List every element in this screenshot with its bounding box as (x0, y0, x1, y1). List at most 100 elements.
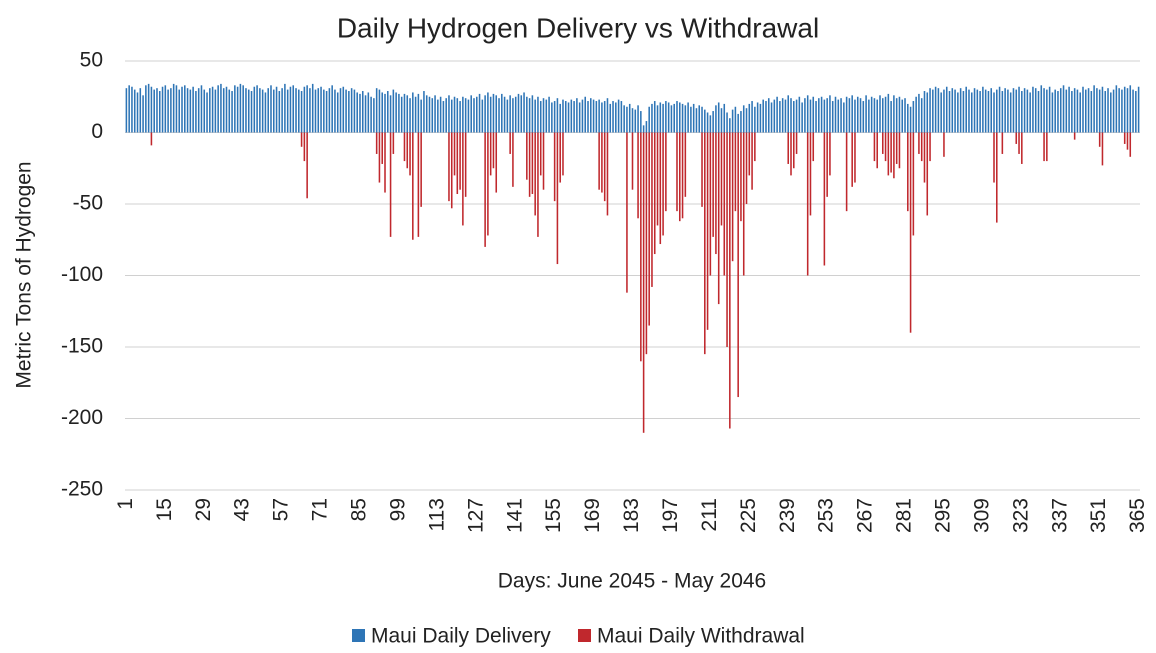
bar (965, 86, 967, 133)
bar (481, 99, 484, 133)
bar (940, 92, 942, 133)
bar (464, 132, 467, 197)
bar (514, 96, 517, 133)
bar (261, 89, 264, 133)
bar (929, 88, 931, 133)
bar (640, 111, 642, 133)
bar (642, 132, 645, 433)
bar (353, 89, 356, 133)
chart-title: Daily Hydrogen Delivery vs Withdrawal (337, 12, 819, 43)
bar (815, 101, 817, 133)
bar (581, 99, 584, 133)
bar (1110, 92, 1112, 133)
bar (823, 132, 826, 266)
bar (662, 103, 664, 133)
bar (742, 105, 745, 133)
bar (409, 98, 411, 133)
bar (150, 86, 153, 133)
bar (133, 89, 136, 133)
bar (231, 91, 233, 133)
bar (431, 98, 434, 133)
bar (823, 99, 826, 133)
bar (242, 85, 244, 133)
bar (412, 92, 414, 133)
bar (606, 98, 609, 133)
bar (539, 132, 542, 176)
bar (656, 105, 659, 133)
bar (893, 95, 895, 133)
bar (993, 92, 995, 133)
bar (954, 89, 956, 133)
bar (709, 132, 712, 276)
bar (222, 88, 225, 133)
bar (1043, 132, 1045, 162)
bar (348, 91, 350, 133)
bar (531, 95, 534, 133)
bar (392, 132, 395, 154)
bar (395, 92, 397, 133)
x-tick-label: 99 (386, 498, 409, 521)
bar (462, 96, 464, 133)
bar (898, 132, 901, 169)
bar (884, 132, 887, 162)
bar (790, 132, 792, 176)
bar (539, 101, 542, 133)
bar (1048, 86, 1051, 133)
bar (495, 132, 498, 193)
bar (912, 132, 915, 236)
bar (512, 98, 514, 133)
bar (172, 83, 175, 133)
bar (1101, 86, 1104, 133)
bar (161, 86, 164, 133)
bar (634, 109, 637, 133)
bar (1012, 88, 1015, 133)
bar (787, 132, 790, 164)
bar (559, 103, 561, 133)
bar (1129, 85, 1132, 133)
bar (895, 98, 898, 133)
bar (926, 132, 929, 216)
bar (723, 103, 726, 133)
bar (450, 99, 453, 133)
x-tick-label: 183 (620, 498, 643, 533)
bar (837, 99, 840, 133)
bar (336, 92, 339, 133)
bar (186, 88, 189, 133)
bar (937, 88, 940, 133)
bar (492, 132, 495, 169)
bar (211, 86, 214, 133)
bar (648, 106, 650, 133)
bar (742, 132, 745, 276)
bar (506, 99, 509, 133)
bar (615, 102, 617, 133)
bar (626, 106, 628, 133)
bar (178, 89, 181, 133)
bar (484, 95, 486, 133)
bar (740, 111, 742, 133)
bar (197, 88, 200, 133)
bar (826, 98, 828, 133)
bar (320, 86, 322, 133)
bar (926, 92, 929, 133)
bar (400, 96, 403, 133)
bar (893, 132, 895, 179)
bar (1065, 89, 1068, 133)
bar (720, 132, 723, 226)
bar (1021, 91, 1023, 133)
bar (1118, 88, 1120, 133)
bar (1026, 89, 1029, 133)
x-tick-label: 281 (893, 498, 916, 533)
bar (439, 96, 442, 133)
bar (1132, 89, 1134, 133)
bar (553, 101, 556, 133)
bar (996, 132, 998, 223)
bar (300, 132, 303, 147)
bar (704, 109, 706, 133)
bar (328, 88, 331, 133)
bar (189, 89, 192, 133)
x-tick-label: 43 (231, 498, 254, 521)
bar (712, 132, 714, 237)
bar (851, 95, 853, 133)
bar (890, 101, 892, 133)
bar (553, 132, 556, 202)
